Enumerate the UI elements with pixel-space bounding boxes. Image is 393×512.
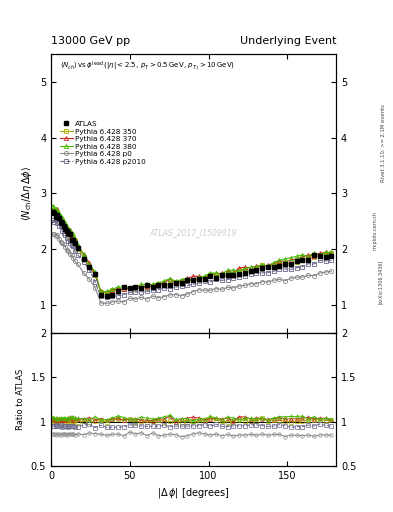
- Text: ATLAS_2017_I1509919: ATLAS_2017_I1509919: [150, 228, 237, 237]
- Text: [arXiv:1306.3436]: [arXiv:1306.3436]: [378, 260, 383, 304]
- Legend: ATLAS, Pythia 6.428 350, Pythia 6.428 370, Pythia 6.428 380, Pythia 6.428 p0, Py: ATLAS, Pythia 6.428 350, Pythia 6.428 37…: [57, 118, 149, 167]
- Text: Underlying Event: Underlying Event: [239, 36, 336, 46]
- Text: 13000 GeV pp: 13000 GeV pp: [51, 36, 130, 46]
- Text: Rivet 3.1.10, >= 2.1M events: Rivet 3.1.10, >= 2.1M events: [381, 104, 386, 182]
- Text: $\langle N_{ch}\rangle\,\mathrm{vs}\,\phi^{\mathrm{lead}}\,(|\eta|<2.5,\,p_T>0.5: $\langle N_{ch}\rangle\,\mathrm{vs}\,\ph…: [60, 59, 235, 73]
- Y-axis label: Ratio to ATLAS: Ratio to ATLAS: [16, 369, 25, 430]
- Text: mcplots.cern.ch: mcplots.cern.ch: [373, 211, 378, 250]
- X-axis label: $|\Delta\,\phi|$ [degrees]: $|\Delta\,\phi|$ [degrees]: [157, 486, 230, 500]
- Y-axis label: $\langle N_\mathrm{ch} / \Delta\eta\,\Delta\phi \rangle$: $\langle N_\mathrm{ch} / \Delta\eta\,\De…: [20, 166, 35, 221]
